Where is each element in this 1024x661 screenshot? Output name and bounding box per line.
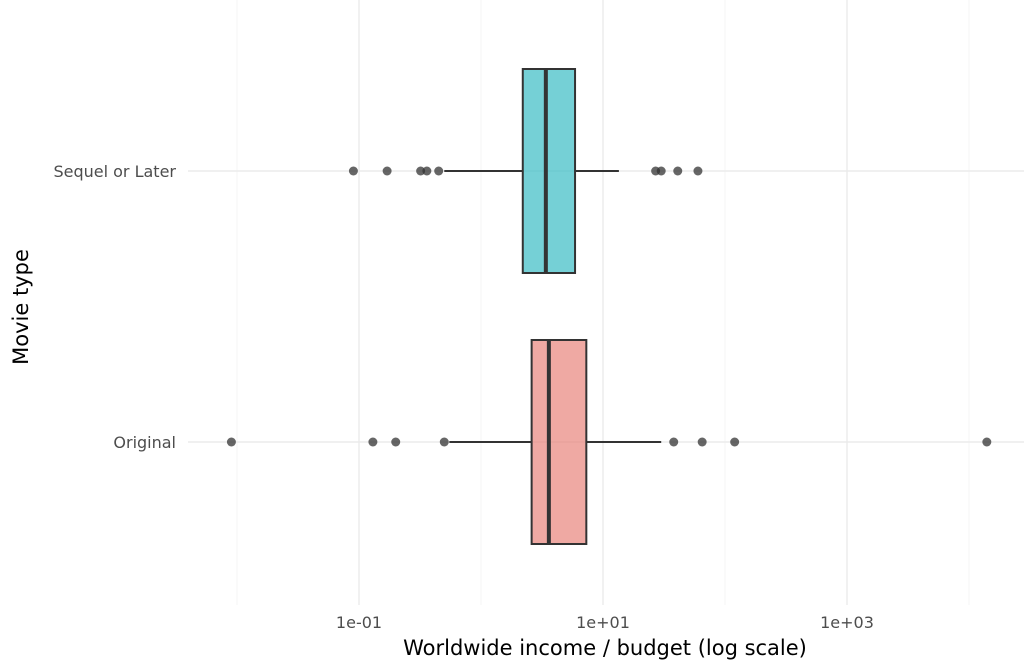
outlier-point (391, 437, 401, 447)
box-plots (226, 68, 992, 545)
outlier-point (669, 437, 679, 447)
iqr-box (521, 68, 577, 274)
outlier-point (382, 166, 392, 176)
boxplot-original (226, 339, 992, 545)
y-axis-tick-labels: Original Sequel or Later (53, 162, 176, 452)
outlier-point (693, 166, 703, 176)
outlier-point (368, 437, 378, 447)
outlier-point (434, 166, 444, 176)
boxplot-sequel-or-later (348, 68, 703, 274)
y-tick-label: Sequel or Later (53, 162, 176, 181)
iqr-box (530, 339, 588, 545)
outlier-point (348, 166, 358, 176)
x-axis-title: Worldwide income / budget (log scale) (403, 636, 807, 660)
outlier-point (226, 437, 236, 447)
outlier-point (673, 166, 683, 176)
outlier-point (656, 166, 666, 176)
x-tick-label: 1e+01 (576, 613, 630, 632)
x-tick-label: 1e-01 (336, 613, 382, 632)
outlier-point (439, 437, 449, 447)
y-axis-title: Movie type (9, 249, 33, 365)
y-tick-label: Original (113, 433, 176, 452)
outlier-point (422, 166, 432, 176)
outlier-point (697, 437, 707, 447)
outlier-point (416, 166, 426, 176)
x-tick-label: 1e+03 (820, 613, 874, 632)
outlier-point (982, 437, 992, 447)
grid-lines (188, 0, 1024, 605)
outlier-point (730, 437, 740, 447)
x-axis-tick-labels: 1e-01 1e+01 1e+03 (336, 613, 874, 632)
